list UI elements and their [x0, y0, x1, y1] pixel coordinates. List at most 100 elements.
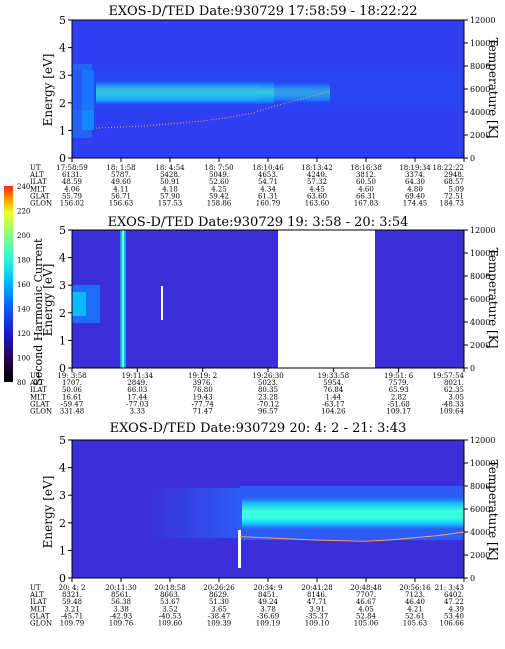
panel-3-y2tick-label: 10000: [470, 459, 495, 468]
panel-1-ytick-label: 0: [59, 152, 66, 165]
panel-2-ytick-label: 2: [59, 307, 66, 320]
panel-1-table-cell: 156.02: [60, 200, 85, 208]
panel-1-table-cell: 59.42: [209, 192, 229, 200]
panel-1-table-cell: 158.86: [207, 200, 232, 208]
panel-2-background: [72, 230, 464, 368]
panel-3-table-cell: 47.22: [444, 598, 464, 606]
panel-2-table-cell: 104.26: [321, 408, 346, 416]
panel-1-y2tick-label: 10000: [470, 39, 495, 48]
panel-1-table-cell: 5428.: [160, 171, 180, 179]
panel-1-table-cell: 4.18: [162, 185, 178, 193]
panel-3-table-cell: 109.39: [207, 620, 232, 628]
panel-3-table-cell: 7123.: [405, 591, 425, 599]
panel-1-band: [96, 80, 274, 105]
panel-3-table-cell: 20:56:16: [399, 584, 431, 592]
panel-3-table-cell: 8146.: [307, 591, 327, 599]
panel-3-y2tick-label: 0: [470, 574, 475, 583]
panel-2-table-cell: -77.03: [126, 400, 148, 408]
panel-1-table-cell: 61.31: [258, 192, 278, 200]
panel-1-table-cell: 66.31: [356, 192, 376, 200]
panel-1-table-cell: 5.09: [448, 185, 464, 193]
panel-1-band-tail: [260, 82, 330, 103]
panel-1-table-cell: 18:19:34: [399, 164, 431, 172]
panel-3-table-cell: 56.38: [111, 598, 131, 606]
panel-2-table-cell: 19:11:34: [122, 372, 154, 380]
panel-2-table-cell: -48.33: [442, 400, 464, 408]
panel-3-table-cell: 20:34: 9: [253, 584, 282, 592]
panel-2-table-cell: 17.44: [127, 393, 148, 401]
panel-1-table-cell: 6131.: [62, 171, 82, 179]
colorbar-tick-label: 200: [17, 232, 30, 240]
panel-2: EXOS-D/TED Date:930729 19: 3:58 - 20: 3:…: [29, 215, 500, 416]
panel-2-table-cell: 3.05: [448, 393, 464, 401]
panel-1-table-cell: 3812.: [356, 171, 376, 179]
panel-1-table-row-label: ALT: [29, 171, 44, 179]
panel-3-ylabel: Energy [eV]: [41, 476, 55, 549]
panel-2-title: EXOS-D/TED Date:930729 19: 3:58 - 20: 3:…: [108, 215, 409, 230]
panel-2-table-cell: 65.93: [389, 386, 409, 394]
panel-2-ylabel: Energy [eV]: [41, 264, 55, 337]
panel-2-table-row-label: GLAT: [30, 400, 50, 408]
panel-2-table-cell: 109.17: [386, 408, 411, 416]
panel-3-plot-area: [71, 439, 465, 579]
panel-1-table-cell: 160.79: [256, 200, 281, 208]
panel-3-table-cell: 20: 4: 2: [59, 584, 86, 592]
panel-3-ytick-label: 1: [59, 544, 66, 557]
panel-3: EXOS-D/TED Date:930729 20: 4: 2 - 21: 3:…: [29, 421, 500, 628]
colorbar: 80 100 120 140 160 180 200 220 240 Second Harmon…: [4, 183, 45, 387]
panel-1-table-cell: 18: 7:50: [204, 164, 233, 172]
panel-3-table-cell: 105.63: [403, 620, 428, 628]
panel-3-table-cell: 8321.: [62, 591, 82, 599]
panel-2-y2tick-label: 10000: [470, 249, 495, 258]
panel-2-y2tick-label: 8000: [470, 272, 490, 281]
panel-3-band: [242, 496, 464, 530]
panel-2-ytick-label: 3: [59, 279, 66, 292]
panel-1-table-cell: 5787.: [111, 171, 131, 179]
panel-1-table-cell: 68.57: [444, 178, 464, 186]
colorbar-tick-label: 100: [17, 355, 30, 363]
colorbar-tick-label: 220: [17, 208, 30, 216]
panel-1-table-cell: 56.71: [111, 192, 131, 200]
panel-1-table-cell: 156.63: [109, 200, 134, 208]
panel-2-table-cell: 71.47: [193, 408, 213, 416]
panel-2-left-blob-core: [72, 292, 86, 316]
panel-2-ytick-label: 1: [59, 334, 66, 347]
panel-3-table-cell: 53.40: [444, 612, 464, 620]
panel-3-ytick-label: 3: [59, 489, 66, 502]
panel-2-y2label: Temperature [K]: [486, 248, 500, 349]
panel-1-table-cell: 18:13:42: [301, 164, 332, 172]
panel-3-y-ticks: 0 1 2 3 4 5: [59, 434, 72, 585]
panel-1-table-cell: 184.73: [440, 200, 465, 208]
panel-3-table-cell: 20:48:48: [350, 584, 381, 592]
panel-2-table-cell: 66.03: [127, 386, 147, 394]
panel-1-diffuse: [72, 70, 464, 110]
panel-1-ytick-label: 3: [59, 69, 66, 82]
panel-1-y2tick-label: 0: [470, 154, 475, 163]
panel-1-y2-ticks: 0 2000 4000 6000 8000 10000 12000: [464, 16, 495, 163]
panel-3-table-cell: 3.38: [113, 605, 129, 613]
panel-3-table-cell: 3.52: [162, 605, 178, 613]
panel-3-table-cell: 51.30: [209, 598, 229, 606]
panel-3-table-cell: -42.93: [110, 612, 132, 620]
panel-2-table-cell: 1707.: [62, 379, 82, 387]
panel-1-ytick-label: 4: [59, 42, 66, 55]
panel-2-table-cell: 19.43: [193, 393, 213, 401]
panel-1-table-row-label: GLAT: [30, 192, 50, 200]
panel-2-table-cell: 109.64: [440, 408, 465, 416]
panel-3-table-cell: 59.48: [62, 598, 82, 606]
panel-2-table-cell: 19:19: 2: [188, 372, 217, 380]
panel-1-table-cell: 64.30: [405, 178, 425, 186]
panel-1-y2tick-label: 8000: [470, 62, 490, 71]
panel-1-table-row-label: MLT: [30, 185, 46, 193]
panel-3-table-cell: 109.10: [305, 620, 330, 628]
panel-2-table-row-label: ALT: [29, 379, 44, 387]
panel-2-table-cell: 19:26:30: [252, 372, 283, 380]
panel-3-table-cell: 109.19: [256, 620, 281, 628]
panel-3-table-cell: 52.61: [405, 612, 425, 620]
panel-3-table-cell: 20:26:26: [203, 584, 235, 592]
panel-3-table-cell: 106.66: [440, 620, 465, 628]
panel-1-table-cell: 72.51: [444, 192, 464, 200]
panel-3-table-row-label: MLT: [30, 605, 46, 613]
